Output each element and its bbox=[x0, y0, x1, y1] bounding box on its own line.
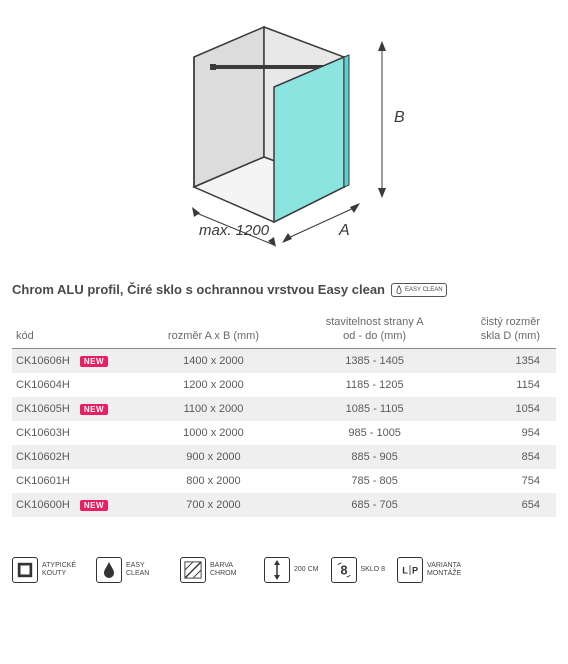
product-diagram: max. 1200 A B bbox=[12, 12, 556, 252]
cell-cisty: 754 bbox=[455, 469, 556, 493]
spec-table: kód rozměr A x B (mm) stavitelnost stran… bbox=[12, 309, 556, 517]
svg-text:L: L bbox=[402, 565, 408, 575]
cell-rozmer: 1200 x 2000 bbox=[133, 373, 294, 397]
cell-kod: CK10604H bbox=[12, 373, 133, 397]
cell-kod: CK10600HNEW bbox=[12, 493, 133, 517]
header-rozmer: rozměr A x B (mm) bbox=[133, 309, 294, 348]
cell-stav: 885 - 905 bbox=[294, 445, 455, 469]
cell-cisty: 954 bbox=[455, 421, 556, 445]
header-stav: stavitelnost strany A od - do (mm) bbox=[294, 309, 455, 348]
height-icon bbox=[264, 557, 290, 583]
new-badge: NEW bbox=[80, 356, 108, 367]
glass-icon: 8 bbox=[331, 557, 357, 583]
diagram-dim-a: A bbox=[338, 222, 350, 239]
cell-stav: 685 - 705 bbox=[294, 493, 455, 517]
cell-stav: 1385 - 1405 bbox=[294, 348, 455, 373]
cell-cisty: 1154 bbox=[455, 373, 556, 397]
cell-rozmer: 1100 x 2000 bbox=[133, 397, 294, 421]
mounting-icon: LP bbox=[397, 557, 423, 583]
section-title-row: Chrom ALU profil, Čiré sklo s ochrannou … bbox=[12, 282, 556, 297]
table-row: CK10600HNEW700 x 2000685 - 705654 bbox=[12, 493, 556, 517]
cell-stav: 785 - 805 bbox=[294, 469, 455, 493]
table-row: CK10604H1200 x 20001185 - 12051154 bbox=[12, 373, 556, 397]
atypical-icon bbox=[12, 557, 38, 583]
diagram-dim-b: B bbox=[394, 109, 405, 126]
easy-clean-badge: EASY CLEAN bbox=[391, 283, 447, 297]
header-cisty: čistý rozměr skla D (mm) bbox=[455, 309, 556, 348]
feature-mounting: LP VARIANTA MONTÁŽE bbox=[397, 557, 469, 583]
feature-height: 200 CM bbox=[264, 557, 319, 583]
feature-chrome-color: BARVA CHROM bbox=[180, 557, 252, 583]
table-row: CK10602H900 x 2000885 - 905854 bbox=[12, 445, 556, 469]
new-badge: NEW bbox=[80, 404, 108, 415]
section-title: Chrom ALU profil, Čiré sklo s ochrannou … bbox=[12, 282, 385, 297]
cell-rozmer: 900 x 2000 bbox=[133, 445, 294, 469]
cell-cisty: 1054 bbox=[455, 397, 556, 421]
diagram-width-label: max. 1200 bbox=[199, 222, 270, 239]
feature-easy-clean: EASY CLEAN bbox=[96, 557, 168, 583]
table-row: CK10603H1000 x 2000985 - 1005954 bbox=[12, 421, 556, 445]
cell-stav: 1185 - 1205 bbox=[294, 373, 455, 397]
table-row: CK10606HNEW1400 x 20001385 - 14051354 bbox=[12, 348, 556, 373]
cell-rozmer: 1000 x 2000 bbox=[133, 421, 294, 445]
header-kod: kód bbox=[12, 309, 133, 348]
svg-text:P: P bbox=[412, 565, 418, 575]
cell-kod: CK10601H bbox=[12, 469, 133, 493]
svg-text:8: 8 bbox=[340, 563, 347, 577]
cell-rozmer: 700 x 2000 bbox=[133, 493, 294, 517]
feature-atypical: ATYPICKÉ KOUTY bbox=[12, 557, 84, 583]
table-header-row: kód rozměr A x B (mm) stavitelnost stran… bbox=[12, 309, 556, 348]
cell-stav: 985 - 1005 bbox=[294, 421, 455, 445]
feature-icon-strip: ATYPICKÉ KOUTY EASY CLEAN BARVA CHROM 20… bbox=[12, 557, 556, 583]
cell-kod: CK10602H bbox=[12, 445, 133, 469]
cell-cisty: 654 bbox=[455, 493, 556, 517]
cell-kod: CK10603H bbox=[12, 421, 133, 445]
table-row: CK10605HNEW1100 x 20001085 - 11051054 bbox=[12, 397, 556, 421]
table-row: CK10601H800 x 2000785 - 805754 bbox=[12, 469, 556, 493]
easy-clean-icon bbox=[96, 557, 122, 583]
cell-cisty: 854 bbox=[455, 445, 556, 469]
cell-rozmer: 800 x 2000 bbox=[133, 469, 294, 493]
cell-rozmer: 1400 x 2000 bbox=[133, 348, 294, 373]
cell-cisty: 1354 bbox=[455, 348, 556, 373]
chrome-icon bbox=[180, 557, 206, 583]
cell-kod: CK10606HNEW bbox=[12, 348, 133, 373]
feature-glass: 8 SKLO 8 bbox=[331, 557, 386, 583]
cell-stav: 1085 - 1105 bbox=[294, 397, 455, 421]
new-badge: NEW bbox=[80, 500, 108, 511]
cell-kod: CK10605HNEW bbox=[12, 397, 133, 421]
